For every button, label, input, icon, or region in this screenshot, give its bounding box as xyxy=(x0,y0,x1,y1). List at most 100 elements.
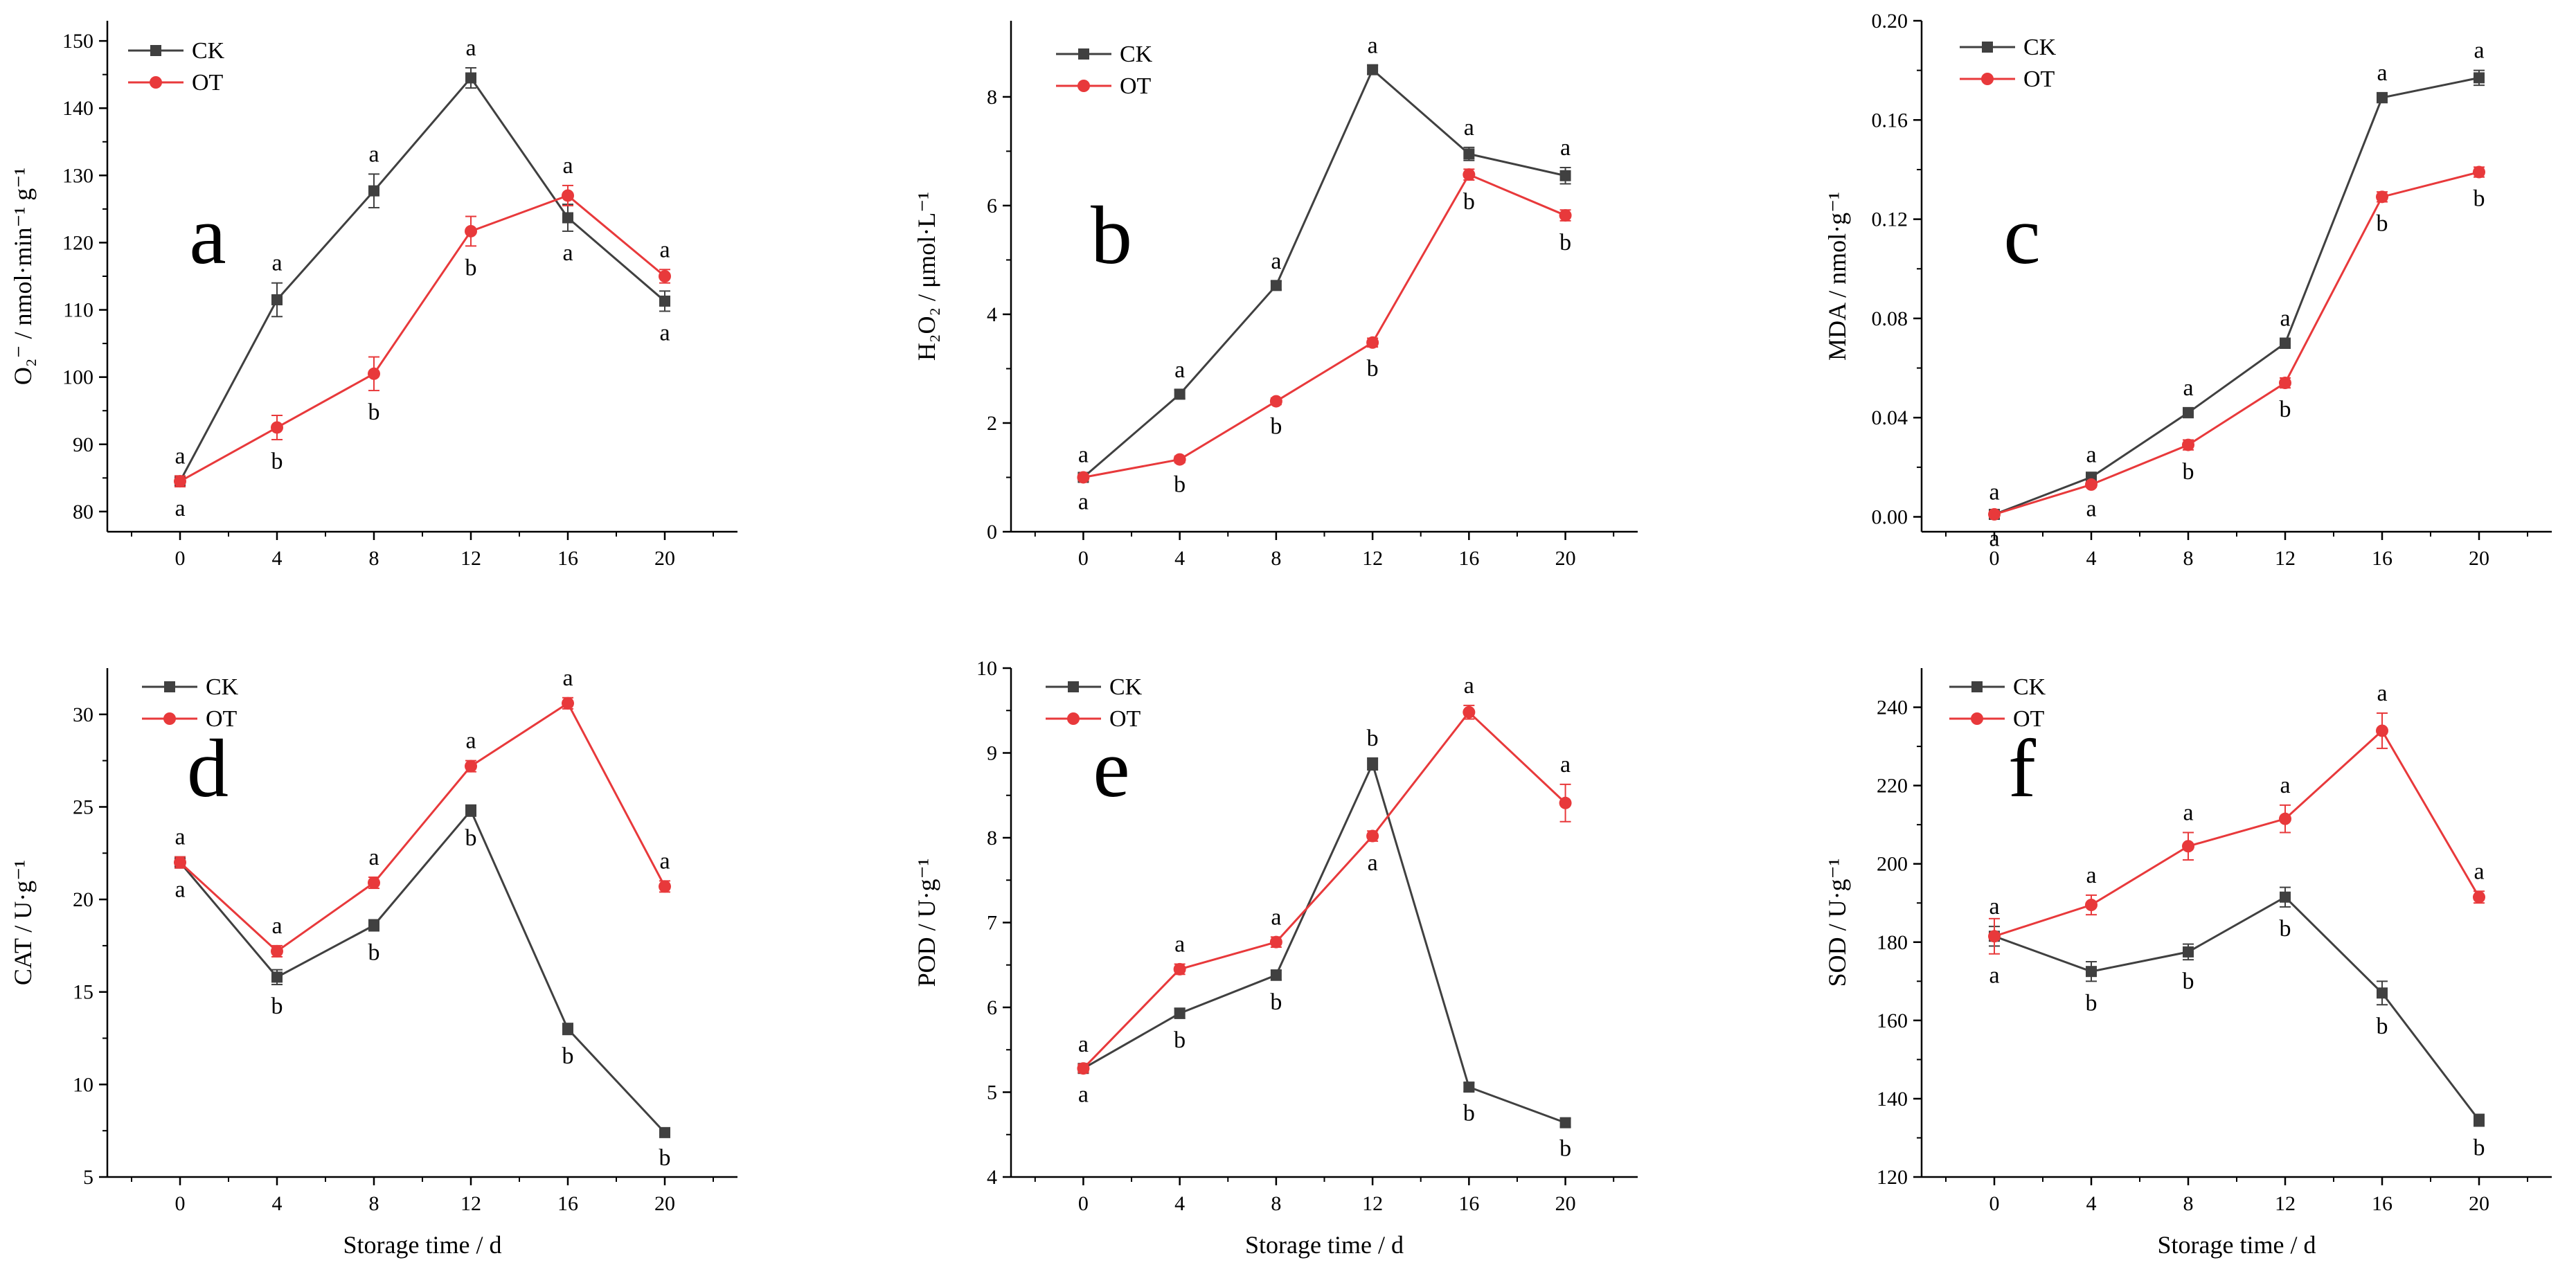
x-tick-label: 16 xyxy=(557,1192,578,1215)
data-point xyxy=(2183,946,2194,958)
data-point xyxy=(2280,337,2291,349)
significance-letter: b xyxy=(659,1145,671,1171)
significance-letter: a xyxy=(2474,859,2484,884)
x-tick-label: 12 xyxy=(2275,547,2296,570)
y-tick-label: 20 xyxy=(73,888,93,911)
data-point xyxy=(1367,758,1379,770)
significance-letter: a xyxy=(1078,1081,1089,1107)
data-point xyxy=(1270,280,1282,291)
data-point xyxy=(659,880,671,893)
series-line xyxy=(1994,729,2480,937)
series-line xyxy=(179,194,665,483)
data-point xyxy=(2473,890,2485,904)
y-tick-label: 240 xyxy=(1877,697,1908,719)
data-point xyxy=(1988,507,2001,521)
y-tick-label: 90 xyxy=(73,433,93,456)
significance-letter: a xyxy=(2377,60,2387,86)
significance-letter: a xyxy=(175,877,185,903)
significance-letter: b xyxy=(2377,211,2388,237)
significance-letter: b xyxy=(2474,1135,2485,1161)
significance-letter: a xyxy=(1174,357,1185,383)
x-tick-label: 0 xyxy=(175,547,186,570)
data-point xyxy=(2377,987,2388,999)
data-point xyxy=(1559,796,1572,809)
data-point xyxy=(174,475,186,488)
data-point xyxy=(2182,840,2194,853)
data-point xyxy=(1077,1062,1090,1075)
y-tick-label: 0.08 xyxy=(1872,307,1908,330)
series-line xyxy=(1082,68,1566,478)
data-point xyxy=(271,294,283,305)
y-tick-label: 0.20 xyxy=(1872,10,1908,33)
legend: CK OT xyxy=(128,38,225,96)
data-point xyxy=(1463,1081,1475,1093)
significance-letter: a xyxy=(1271,249,1281,274)
significance-letter: a xyxy=(2086,496,2096,522)
x-tick-label: 12 xyxy=(1362,1192,1383,1215)
significance-letter: a xyxy=(2377,681,2387,706)
legend-label: OT xyxy=(206,706,238,732)
significance-letter: b xyxy=(1559,1136,1571,1162)
x-tick-label: 4 xyxy=(2086,547,2097,570)
data-point xyxy=(2376,190,2388,204)
significance-letter: a xyxy=(1989,479,1999,505)
legend: CK OT xyxy=(1960,35,2057,92)
data-point xyxy=(659,1126,670,1138)
significance-letter: b xyxy=(465,825,477,851)
y-axis-title: H₂O₂ / μmol·L⁻¹ xyxy=(913,192,940,361)
legend-marker xyxy=(1078,48,1089,60)
significance-letter: a xyxy=(562,153,573,179)
series-ot xyxy=(174,697,671,958)
y-tick-label: 0 xyxy=(987,521,997,543)
y-tick-label: 120 xyxy=(62,231,93,254)
legend-marker xyxy=(1971,681,1983,692)
data-point xyxy=(1559,1117,1571,1129)
significance-letter: a xyxy=(1078,489,1089,514)
data-point xyxy=(368,919,379,931)
x-tick-label: 16 xyxy=(1458,547,1479,570)
legend-label: OT xyxy=(2023,66,2055,92)
x-tick-label: 4 xyxy=(1174,547,1185,570)
legend-label: OT xyxy=(1109,706,1141,732)
significance-letter: b xyxy=(368,940,380,966)
y-tick-label: 8 xyxy=(987,827,997,850)
data-point xyxy=(1173,962,1186,976)
data-point xyxy=(2473,165,2485,179)
significance-letter: b xyxy=(2086,990,2098,1016)
significance-letter: b xyxy=(368,399,380,425)
y-tick-label: 4 xyxy=(987,303,997,326)
series-ck xyxy=(1989,886,2485,1127)
legend-label: CK xyxy=(1120,42,1153,67)
data-point xyxy=(465,805,476,816)
significance-letter: a xyxy=(1368,33,1378,58)
y-tick-label: 2 xyxy=(987,412,997,435)
data-point xyxy=(465,72,476,84)
x-tick-label: 20 xyxy=(1555,1192,1576,1215)
x-tick-label: 12 xyxy=(460,1192,481,1215)
x-tick-label: 16 xyxy=(2372,547,2392,570)
significance-letter: a xyxy=(2183,375,2193,401)
legend-marker xyxy=(1077,80,1090,92)
series-ck xyxy=(175,66,670,487)
legend-label: CK xyxy=(2013,674,2046,700)
significance-letter: a xyxy=(175,825,185,850)
significance-letter: a xyxy=(659,848,670,874)
x-axis-title: Storage time / d xyxy=(1245,1231,1404,1259)
x-tick-label: 0 xyxy=(1989,547,2000,570)
y-tick-label: 6 xyxy=(987,996,997,1019)
significance-letter: a xyxy=(1989,526,1999,552)
data-point xyxy=(368,367,380,380)
x-tick-label: 20 xyxy=(1555,547,1576,570)
significance-letter: a xyxy=(2474,38,2484,64)
data-point xyxy=(1269,935,1282,949)
legend-marker xyxy=(1067,712,1080,725)
data-point xyxy=(2280,891,2291,903)
data-point xyxy=(1270,969,1282,981)
legend: CK OT xyxy=(142,674,239,732)
data-point xyxy=(1463,148,1475,160)
data-point xyxy=(2377,92,2388,104)
y-tick-label: 160 xyxy=(1877,1009,1908,1032)
chart-panel-e: 4 5 6 7 8 9 10 0 4 8 12 16 20 POD / U·g⁻¹ Storage time… xyxy=(913,657,1638,1259)
legend-label: CK xyxy=(1109,674,1143,700)
